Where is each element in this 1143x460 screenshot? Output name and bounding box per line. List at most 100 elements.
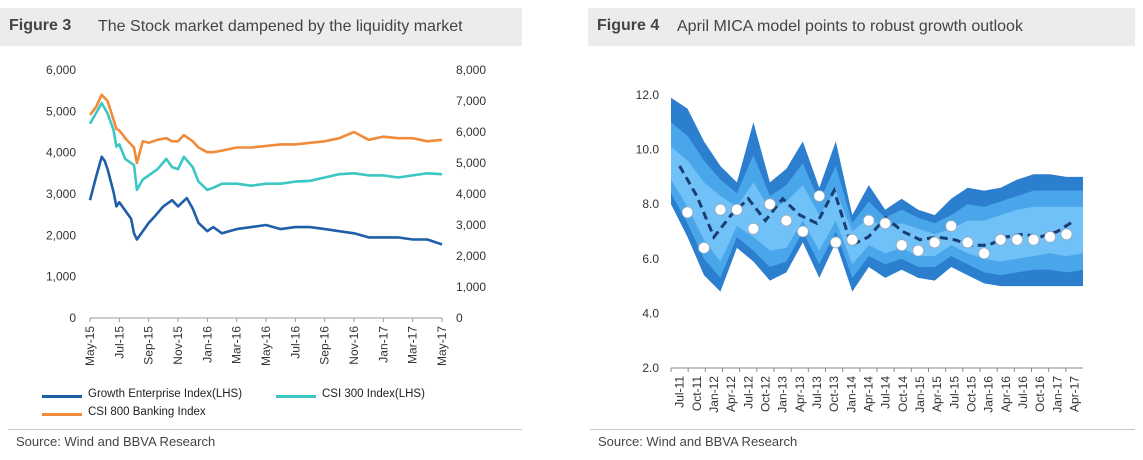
x-tick-label: Jul-16 bbox=[288, 326, 302, 359]
actual-data-point bbox=[813, 190, 826, 202]
y-left-tick-label: 1,000 bbox=[46, 270, 76, 284]
figure-3-panel: Figure 3 The Stock market dampened by th… bbox=[0, 0, 560, 460]
x-tick-label: Apr-15 bbox=[930, 376, 944, 412]
x-tick-label: Mar-17 bbox=[406, 326, 420, 364]
figure-3-header: Figure 3 The Stock market dampened by th… bbox=[0, 8, 522, 46]
actual-data-point bbox=[780, 214, 793, 227]
actual-data-point bbox=[1011, 233, 1023, 246]
actual-data-point bbox=[928, 236, 941, 249]
y-right-tick-label: 3,000 bbox=[456, 218, 486, 232]
x-tick-label: Oct-11 bbox=[690, 376, 704, 411]
actual-data-point bbox=[978, 247, 991, 260]
x-tick-label: Jul-15 bbox=[947, 376, 961, 409]
x-tick-label: Mar-16 bbox=[230, 326, 244, 364]
x-tick-label: Oct-16 bbox=[1033, 376, 1047, 412]
x-tick-label: Jan-16 bbox=[200, 326, 214, 363]
actual-data-point bbox=[1060, 228, 1073, 241]
x-tick-label: Jul-13 bbox=[810, 376, 824, 409]
x-tick-label: Jul-12 bbox=[741, 376, 755, 409]
actual-data-point bbox=[879, 217, 892, 230]
y-left-tick-label: 4,000 bbox=[46, 146, 76, 160]
actual-data-point bbox=[1027, 233, 1040, 246]
y-tick-label: 12.0 bbox=[636, 88, 660, 102]
x-tick-label: Oct-15 bbox=[964, 376, 978, 412]
legend-label-csi300: CSI 300 Index(LHS) bbox=[322, 388, 425, 400]
figure-3-label: Figure 3 bbox=[9, 17, 72, 34]
legend-label-banking: CSI 800 Banking Index bbox=[88, 406, 206, 418]
figure-4-header: Figure 4 April MICA model points to robu… bbox=[588, 8, 1135, 46]
x-tick-label: Jul-15 bbox=[112, 326, 126, 359]
legend-swatch-csi300 bbox=[276, 395, 316, 398]
legend-swatch-banking bbox=[42, 413, 82, 416]
x-tick-label: Jan-16 bbox=[982, 376, 996, 413]
x-tick-label: Sep-16 bbox=[318, 326, 332, 365]
x-tick-label: Nov-15 bbox=[171, 326, 185, 365]
y-left-tick-label: 5,000 bbox=[46, 104, 76, 118]
series-line-banking bbox=[88, 93, 443, 165]
x-tick-label: May-15 bbox=[83, 326, 97, 366]
x-tick-label: Oct-12 bbox=[758, 376, 772, 412]
x-tick-label: May-16 bbox=[259, 326, 273, 366]
x-tick-label: Jul-11 bbox=[673, 376, 687, 408]
actual-data-point bbox=[763, 198, 776, 211]
figure-4-panel: Figure 4 April MICA model points to robu… bbox=[588, 0, 1143, 460]
y-tick-label: 6.0 bbox=[642, 252, 659, 266]
x-tick-label: Jan-15 bbox=[913, 376, 927, 413]
x-tick-label: Jan-17 bbox=[1050, 376, 1064, 413]
y-left-tick-label: 3,000 bbox=[46, 187, 76, 201]
actual-data-point bbox=[698, 241, 710, 254]
y-right-tick-label: 2,000 bbox=[456, 249, 486, 263]
y-right-tick-label: 8,000 bbox=[456, 63, 486, 77]
x-tick-label: Jul-14 bbox=[879, 376, 893, 409]
y-tick-label: 2.0 bbox=[642, 361, 659, 375]
actual-data-point bbox=[1044, 231, 1056, 243]
y-left-tick-label: 6,000 bbox=[46, 63, 76, 77]
x-tick-label: Jan-17 bbox=[376, 326, 390, 363]
actual-data-point bbox=[681, 206, 694, 219]
actual-data-point bbox=[862, 214, 875, 227]
y-right-tick-label: 5,000 bbox=[456, 156, 486, 170]
x-tick-label: Jan-14 bbox=[844, 376, 858, 413]
figure-3-source: Source: Wind and BBVA Research bbox=[16, 434, 216, 449]
actual-data-point bbox=[912, 244, 925, 257]
figure-4-title: April MICA model points to robust growth… bbox=[677, 18, 1023, 35]
x-tick-label: Oct-13 bbox=[827, 376, 841, 412]
y-tick-label: 8.0 bbox=[642, 197, 659, 211]
x-tick-label: Jan-13 bbox=[776, 376, 790, 413]
figure-3-title: The Stock market dampened by the liquidi… bbox=[98, 18, 463, 35]
actual-data-point bbox=[994, 233, 1007, 246]
actual-data-point bbox=[945, 220, 958, 232]
actual-data-point bbox=[796, 225, 809, 238]
x-tick-label: Jul-16 bbox=[1016, 376, 1030, 409]
figure-4-source-rule bbox=[590, 429, 1135, 430]
actual-data-point bbox=[829, 236, 842, 249]
x-tick-label: Apr-17 bbox=[1067, 376, 1081, 412]
x-tick-label: Jan-12 bbox=[707, 376, 721, 413]
actual-data-point bbox=[714, 203, 727, 216]
legend-swatch-growth bbox=[42, 395, 82, 398]
x-tick-label: Apr-16 bbox=[999, 376, 1013, 412]
x-tick-label: Nov-16 bbox=[347, 326, 361, 365]
x-tick-label: Sep-15 bbox=[142, 326, 156, 365]
y-left-tick-label: 0 bbox=[69, 311, 76, 325]
y-right-tick-label: 0 bbox=[456, 311, 463, 325]
y-right-tick-label: 1,000 bbox=[456, 280, 486, 294]
series-line-growth bbox=[88, 155, 443, 246]
actual-data-point bbox=[747, 222, 760, 235]
x-tick-label: Apr-14 bbox=[861, 376, 875, 412]
series-line-csi300 bbox=[88, 101, 443, 192]
y-right-tick-label: 7,000 bbox=[456, 94, 486, 108]
figure-3-chart: 0 1,000 2,000 3,000 4,000 5,000 6,000 0 1,000 2,0… bbox=[46, 63, 486, 366]
y-tick-label: 10.0 bbox=[636, 143, 660, 157]
y-right-tick-label: 4,000 bbox=[456, 187, 486, 201]
figure-3-source-rule bbox=[8, 429, 522, 430]
legend-label-growth: Growth Enterprise Index(LHS) bbox=[88, 388, 243, 400]
fan-band-inner bbox=[671, 146, 1083, 265]
actual-data-point bbox=[731, 203, 743, 216]
actual-data-point bbox=[846, 233, 859, 246]
x-tick-label: Apr-12 bbox=[724, 376, 738, 412]
actual-data-point bbox=[961, 236, 974, 249]
y-left-tick-label: 2,000 bbox=[46, 228, 76, 242]
y-right-tick-label: 6,000 bbox=[456, 125, 486, 139]
